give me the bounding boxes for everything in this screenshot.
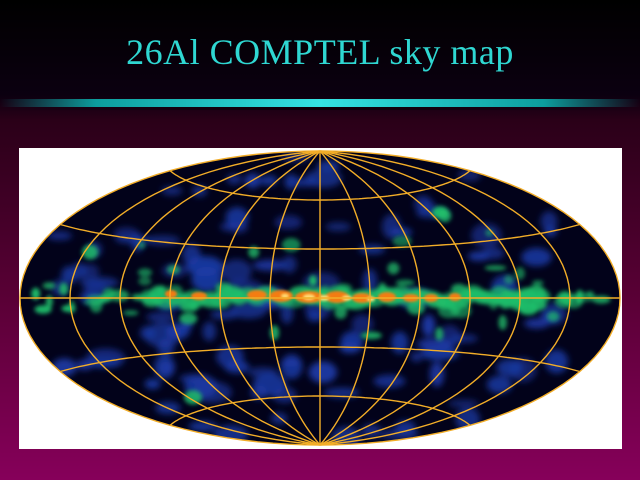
emission-blob — [484, 265, 507, 271]
emission-blob — [144, 378, 161, 390]
title-divider-shadow — [0, 107, 640, 110]
emission-blob — [410, 351, 423, 362]
emission-blob — [281, 238, 301, 252]
emission-blob — [486, 375, 512, 394]
emission-blob — [292, 178, 318, 187]
emission-blob — [123, 310, 139, 316]
emission-blob — [274, 215, 303, 230]
emission-blob — [373, 374, 406, 388]
emission-blob — [524, 318, 550, 329]
emission-blob — [422, 200, 436, 212]
emission-blob — [154, 354, 175, 380]
emission-blob — [210, 309, 239, 320]
emission-blob — [221, 259, 252, 283]
emission-blob — [138, 241, 146, 249]
faint-emission-layer — [46, 152, 569, 445]
emission-blob — [282, 255, 297, 273]
emission-blob — [165, 290, 177, 298]
emission-blob — [540, 211, 558, 232]
emission-blob — [45, 295, 53, 308]
emission-blob — [340, 331, 364, 353]
parallel-line — [169, 395, 471, 426]
coordinate-graticule — [19, 150, 621, 446]
emission-blob — [448, 399, 479, 408]
emission-blob — [252, 259, 288, 271]
parallel-line — [60, 346, 580, 373]
emission-blob — [102, 288, 115, 299]
emission-blob — [184, 390, 202, 405]
emission-blob — [360, 331, 382, 340]
emission-blob — [503, 274, 514, 285]
title-divider — [0, 99, 640, 107]
parallel-line — [169, 170, 471, 201]
emission-blob — [83, 282, 108, 298]
emission-blob — [259, 175, 278, 186]
emission-blob — [188, 421, 218, 432]
emission-blob — [498, 315, 508, 330]
emission-blob — [422, 314, 436, 337]
emission-blob — [161, 186, 183, 196]
sky-map-image — [19, 148, 622, 449]
emission-blob — [303, 294, 315, 300]
emission-blob — [253, 373, 287, 396]
emission-blob — [139, 326, 156, 340]
emission-blob — [379, 428, 420, 441]
emission-blob — [34, 305, 52, 314]
emission-blob — [438, 325, 461, 349]
emission-blob — [334, 305, 347, 319]
emission-blob — [31, 287, 41, 300]
emission-blob — [248, 246, 260, 258]
emission-blob — [359, 244, 386, 255]
emission-blob — [331, 426, 362, 445]
emission-blob — [395, 279, 415, 286]
emission-blob — [42, 282, 56, 290]
emission-blob — [137, 268, 152, 277]
emission-blob — [202, 321, 217, 342]
emission-blob — [378, 292, 396, 302]
emission-blob — [449, 293, 461, 301]
sky-map-svg — [19, 150, 621, 446]
emission-blob — [382, 214, 401, 240]
emission-blob — [46, 231, 73, 241]
parallel-line — [60, 223, 580, 250]
emission-blob — [185, 255, 224, 277]
emission-blob — [82, 244, 99, 260]
emission-blob — [325, 222, 352, 232]
emission-blob — [80, 263, 100, 279]
emission-blob — [213, 425, 249, 445]
emission-blob — [547, 311, 560, 322]
emission-blob — [387, 262, 400, 275]
emission-blob — [532, 280, 544, 286]
emission-blob — [284, 174, 298, 190]
emission-blob — [592, 295, 611, 304]
emission-blob — [280, 358, 302, 367]
emission-blob — [309, 275, 317, 287]
emission-blob — [391, 331, 409, 354]
emission-blob — [179, 312, 198, 325]
emission-blob — [521, 247, 552, 267]
emission-blob — [146, 312, 176, 323]
emission-blob — [216, 345, 244, 368]
emission-blob — [90, 299, 103, 313]
emission-blob — [554, 293, 573, 309]
emission-blob — [59, 282, 69, 296]
emission-blob — [429, 361, 445, 387]
emission-blob — [525, 285, 547, 302]
slide-title: 26Al COMPTEL sky map — [126, 32, 514, 72]
emission-blob — [308, 361, 338, 384]
emission-blob — [392, 235, 412, 247]
emission-blob — [438, 209, 452, 223]
emission-blob — [481, 247, 505, 260]
emission-blob — [138, 276, 152, 286]
emission-blob — [435, 327, 444, 341]
emission-blob — [508, 357, 537, 383]
emission-blob — [191, 292, 207, 300]
emission-blob — [281, 293, 289, 299]
emission-blob — [586, 291, 595, 298]
emission-blob — [325, 291, 349, 303]
